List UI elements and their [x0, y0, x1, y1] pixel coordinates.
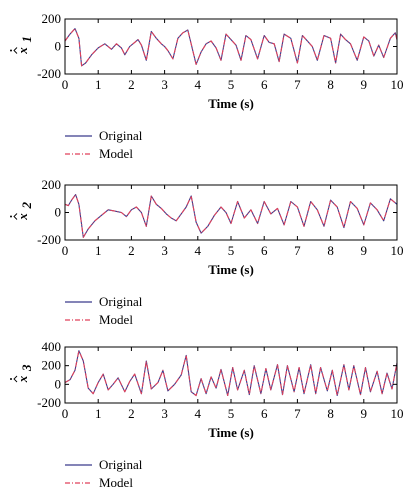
x-tick-label: 0 [62, 77, 69, 92]
x-tick-label: 7 [294, 243, 301, 258]
y-axis-label-base: x [15, 375, 30, 383]
x-tick-label: 3 [161, 77, 168, 92]
x-axis-label: Time (s) [208, 262, 254, 277]
y-tick-label: -200 [37, 66, 61, 81]
legend-original-label: Original [99, 294, 143, 309]
y-axis-label: x1 [10, 36, 34, 55]
x-tick-label: 1 [95, 243, 102, 258]
y-tick-label: 200 [42, 358, 62, 373]
x-tick-label: 5 [228, 77, 235, 92]
x-tick-label: 2 [128, 77, 135, 92]
x-tick-label: 5 [228, 243, 235, 258]
y-axis-label: x3 [10, 364, 34, 383]
x-tick-label: 10 [391, 77, 404, 92]
x-axis-label: Time (s) [208, 425, 254, 440]
x-tick-label: 6 [261, 243, 268, 258]
x-tick-label: 5 [228, 406, 235, 421]
y-axis-label-base: x [15, 213, 30, 221]
x-tick-label: 6 [261, 77, 268, 92]
y-axis-label-base: x [15, 47, 30, 55]
x-tick-label: 3 [161, 406, 168, 421]
y-axis-label: x2 [10, 202, 34, 221]
series-line-original [64, 350, 398, 397]
x-tick-label: 0 [62, 243, 69, 258]
x-tick-label: 7 [294, 406, 301, 421]
dot-accent [10, 378, 12, 380]
series-line-model [64, 350, 398, 397]
series-line-original [64, 28, 398, 67]
legend-original-label: Original [99, 128, 143, 143]
y-tick-label: -200 [37, 395, 61, 410]
x-tick-label: 10 [391, 243, 404, 258]
x-tick-label: 8 [327, 406, 334, 421]
x-tick-label: 4 [195, 406, 202, 421]
hat-accent [13, 47, 18, 54]
y-tick-label: 200 [42, 177, 62, 192]
x-tick-label: 1 [95, 406, 102, 421]
x-tick-label: 6 [261, 406, 268, 421]
legend-model-label: Model [99, 146, 133, 161]
y-tick-label: 0 [55, 205, 62, 220]
series-line-original [64, 194, 398, 238]
y-axis-label-subscript: 1 [19, 36, 34, 43]
y-tick-label: 0 [55, 376, 62, 391]
series-line-model [64, 28, 398, 67]
legend-original-label: Original [99, 457, 143, 472]
x-tick-label: 4 [195, 243, 202, 258]
y-tick-label: 0 [55, 39, 62, 54]
x-tick-label: 4 [195, 77, 202, 92]
y-tick-label: 400 [42, 339, 62, 354]
x-tick-label: 0 [62, 406, 69, 421]
hat-accent [13, 375, 18, 383]
x-tick-label: 9 [361, 77, 368, 92]
legend-model-label: Model [99, 475, 133, 490]
dot-accent [10, 49, 12, 52]
x-tick-label: 8 [327, 243, 334, 258]
x-tick-label: 9 [361, 406, 368, 421]
series-line-model [64, 194, 398, 238]
x-tick-label: 8 [327, 77, 334, 92]
x-tick-label: 2 [128, 406, 135, 421]
x-axis-label: Time (s) [208, 96, 254, 111]
x-tick-label: 10 [391, 406, 404, 421]
dot-accent [10, 215, 12, 218]
legend-model-label: Model [99, 312, 133, 327]
plot-frame [64, 18, 398, 75]
x-tick-label: 2 [128, 243, 135, 258]
hat-accent [13, 213, 18, 220]
y-axis-label-subscript: 2 [19, 202, 34, 210]
y-tick-label: -200 [37, 232, 61, 247]
x-tick-label: 9 [361, 243, 368, 258]
x-tick-label: 7 [294, 77, 301, 92]
x-tick-label: 3 [161, 243, 168, 258]
x-tick-label: 1 [95, 77, 102, 92]
y-axis-label-subscript: 3 [19, 364, 34, 372]
y-tick-label: 200 [42, 11, 62, 26]
